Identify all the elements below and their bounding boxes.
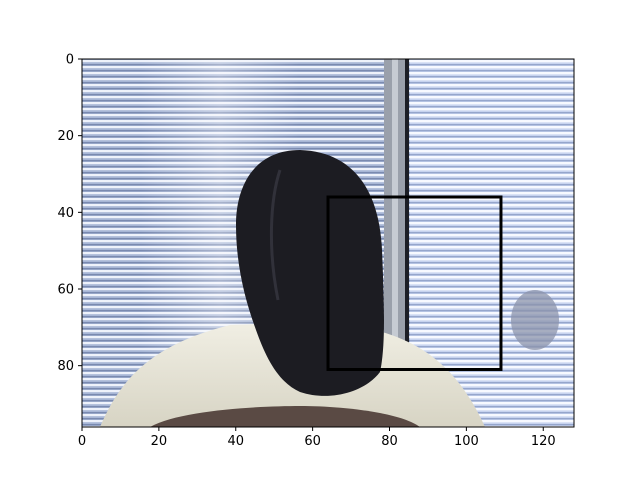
x-tick-label: 20: [151, 434, 168, 449]
y-axis: 0 20 40 60 80: [57, 53, 82, 374]
background-object: [511, 290, 559, 350]
x-tick-label: 120: [531, 434, 556, 449]
axes-frame: [81, 58, 575, 428]
y-tick-label: 20: [57, 129, 74, 144]
x-tick-label: 40: [227, 434, 244, 449]
x-tick-label: 0: [78, 434, 86, 449]
y-tick-label: 80: [57, 359, 74, 374]
bounding-box: [326, 195, 503, 371]
x-axis: 0 20 40 60 80 100 120: [78, 427, 556, 449]
x-tick-label: 100: [454, 434, 479, 449]
plot-image: [82, 59, 574, 427]
chair-back: [150, 406, 420, 427]
window-post-highlight: [392, 59, 398, 427]
y-tick-label: 40: [57, 206, 74, 221]
y-tick-label: 0: [66, 53, 74, 68]
y-tick-label: 60: [57, 283, 74, 298]
x-tick-label: 80: [381, 434, 398, 449]
hair-highlight: [269, 169, 282, 301]
x-tick-label: 60: [304, 434, 321, 449]
window-post-edge: [405, 59, 409, 427]
